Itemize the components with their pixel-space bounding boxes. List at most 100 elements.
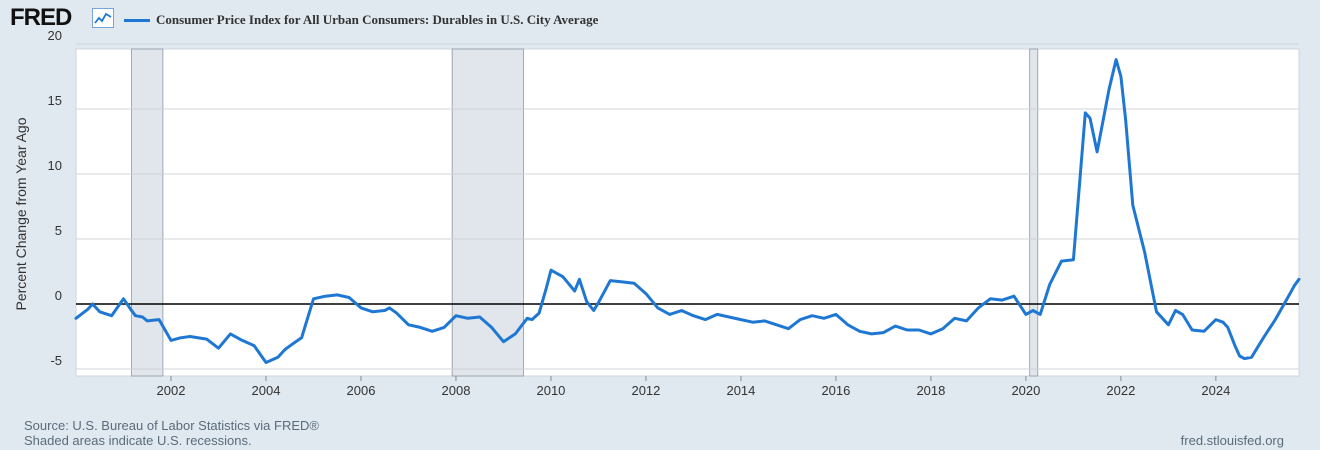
x-tick-label: 2018 bbox=[916, 383, 945, 398]
data-point bbox=[1048, 283, 1052, 287]
data-point bbox=[205, 337, 209, 341]
data-point bbox=[188, 335, 192, 339]
data-point bbox=[1031, 309, 1035, 313]
data-point bbox=[145, 319, 149, 323]
data-point bbox=[290, 342, 294, 346]
series-line[interactable] bbox=[74, 58, 1301, 364]
data-point bbox=[1250, 355, 1254, 359]
data-point bbox=[1292, 284, 1296, 288]
x-tick-label: 2014 bbox=[726, 383, 755, 398]
footer-site-link[interactable]: fred.stlouisfed.org bbox=[1180, 433, 1284, 448]
data-point bbox=[395, 311, 399, 315]
x-tick-label: 2010 bbox=[536, 383, 565, 398]
data-point bbox=[169, 338, 173, 342]
data-point bbox=[1190, 328, 1194, 332]
data-point bbox=[406, 323, 410, 327]
data-point bbox=[1233, 344, 1237, 348]
data-point bbox=[240, 338, 244, 342]
data-point bbox=[1285, 297, 1289, 301]
data-point bbox=[976, 306, 980, 310]
data-point bbox=[1060, 259, 1064, 263]
data-point bbox=[751, 320, 755, 324]
data-point bbox=[965, 319, 969, 323]
data-point bbox=[703, 318, 707, 322]
data-point bbox=[91, 302, 95, 306]
data-point bbox=[74, 316, 78, 320]
data-point bbox=[1107, 88, 1111, 92]
data-point bbox=[953, 316, 957, 320]
legend-label: Consumer Price Index for All Urban Consu… bbox=[156, 12, 599, 27]
data-point bbox=[1297, 277, 1301, 281]
data-point bbox=[1202, 329, 1206, 333]
data-point bbox=[608, 279, 612, 283]
legend-line-swatch bbox=[124, 18, 150, 22]
recession-band bbox=[1029, 48, 1039, 377]
data-point bbox=[988, 297, 992, 301]
y-tick-label: 10 bbox=[48, 158, 62, 173]
data-point bbox=[573, 289, 577, 293]
y-tick-label: 5 bbox=[55, 223, 62, 238]
data-point bbox=[430, 329, 434, 333]
data-point bbox=[86, 307, 90, 311]
data-point bbox=[490, 325, 494, 329]
data-point bbox=[775, 323, 779, 327]
y-axis-label: Percent Change from Year Ago bbox=[13, 117, 29, 310]
data-point bbox=[98, 310, 102, 314]
data-point bbox=[834, 312, 838, 316]
data-point bbox=[822, 316, 826, 320]
footer-recession-note: Shaded areas indicate U.S. recessions. bbox=[24, 433, 252, 448]
data-point bbox=[1273, 318, 1277, 322]
data-point bbox=[1155, 310, 1159, 314]
data-point bbox=[1226, 325, 1230, 329]
y-tick-label: 20 bbox=[48, 28, 62, 43]
data-point bbox=[691, 314, 695, 318]
x-tick-label: 2024 bbox=[1201, 383, 1230, 398]
data-point bbox=[178, 336, 182, 340]
data-point bbox=[727, 315, 731, 319]
footer-source: Source: U.S. Bureau of Labor Statistics … bbox=[24, 418, 319, 433]
data-point bbox=[715, 312, 719, 316]
data-point bbox=[632, 281, 636, 285]
data-point bbox=[323, 294, 327, 298]
data-point bbox=[121, 297, 125, 301]
data-point bbox=[228, 332, 232, 336]
data-point bbox=[129, 307, 133, 311]
recession-band bbox=[451, 48, 524, 377]
header: FRED Consumer Price Index for All Urban … bbox=[0, 0, 1320, 40]
data-point bbox=[1214, 318, 1218, 322]
data-point bbox=[929, 332, 933, 336]
fred-logo[interactable]: FRED bbox=[10, 4, 72, 31]
data-point bbox=[680, 309, 684, 313]
data-point bbox=[1038, 312, 1042, 316]
data-point bbox=[383, 309, 387, 313]
legend[interactable]: Consumer Price Index for All Urban Consu… bbox=[124, 12, 598, 28]
data-point bbox=[905, 328, 909, 332]
data-point bbox=[252, 344, 256, 348]
data-point bbox=[501, 340, 505, 344]
line-chart-icon bbox=[92, 8, 114, 28]
data-point bbox=[644, 292, 648, 296]
data-point bbox=[418, 325, 422, 329]
data-point bbox=[1114, 58, 1118, 62]
data-point bbox=[1261, 336, 1265, 340]
x-tick-label: 2020 bbox=[1011, 383, 1040, 398]
x-tick-label: 2008 bbox=[442, 383, 471, 398]
data-point bbox=[620, 280, 624, 284]
x-tick-label: 2004 bbox=[252, 383, 281, 398]
data-point bbox=[1095, 150, 1099, 154]
recession-band bbox=[131, 48, 164, 377]
data-point bbox=[1071, 258, 1075, 262]
data-point bbox=[585, 299, 589, 303]
data-point bbox=[1012, 294, 1016, 298]
data-point bbox=[276, 355, 280, 359]
y-tick-label: 15 bbox=[48, 93, 62, 108]
data-point bbox=[110, 314, 114, 318]
y-tick-labels: -5 0 5 10 15 20 bbox=[48, 28, 62, 368]
data-point bbox=[739, 318, 743, 322]
data-point bbox=[1166, 323, 1170, 327]
x-tick-label: 2002 bbox=[157, 383, 186, 398]
grid-lines bbox=[76, 43, 1299, 370]
data-point bbox=[549, 268, 553, 272]
plot-area bbox=[75, 48, 1300, 377]
